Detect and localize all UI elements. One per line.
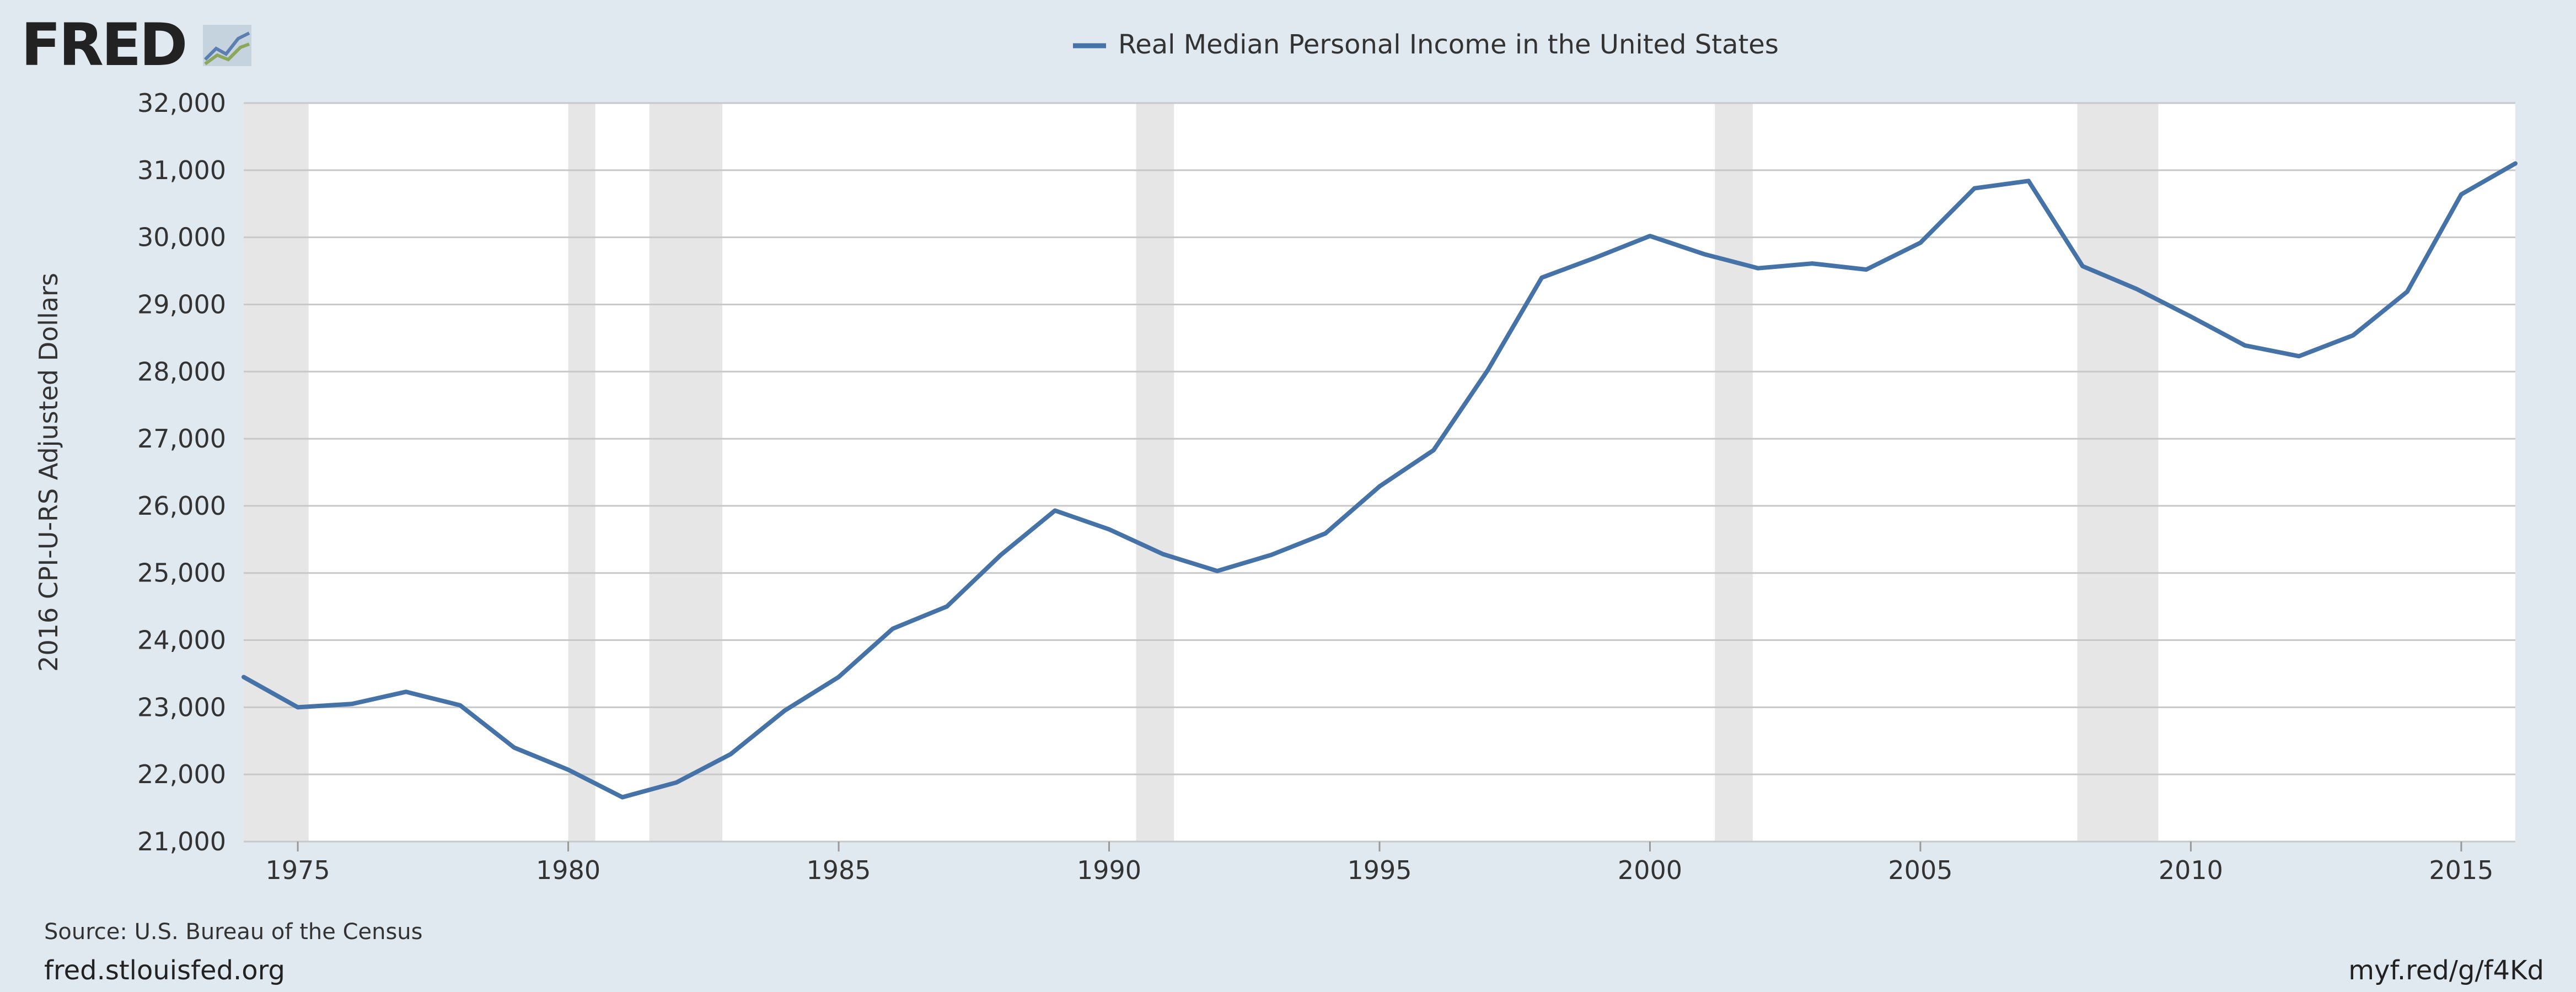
recession-band-4 (1136, 103, 1174, 842)
fred-logo-text: FRED (21, 11, 185, 79)
recession-band-2 (568, 103, 595, 842)
x-tick-label: 1995 (1347, 855, 1412, 885)
fred-logo: FRED (21, 11, 251, 79)
x-tick-label: 1980 (536, 855, 600, 885)
recession-bands (244, 103, 2159, 842)
y-tick-label: 27,000 (137, 424, 226, 454)
recession-band-5 (1715, 103, 1753, 842)
y-tick-label: 30,000 (137, 223, 226, 252)
y-tick-label: 21,000 (137, 827, 226, 856)
x-tick-label: 1990 (1077, 855, 1141, 885)
x-tick-label: 2005 (1888, 855, 1952, 885)
legend-series-label: Real Median Personal Income in the Unite… (1118, 29, 1779, 60)
y-tick-label: 22,000 (137, 759, 226, 789)
fred-logo-graph-icon (203, 25, 251, 66)
x-tick-label: 1985 (807, 855, 871, 885)
y-tick-label: 25,000 (137, 558, 226, 588)
y-axis-label: 2016 CPI-U-RS Adjusted Dollars (34, 273, 63, 672)
y-tick-label: 24,000 (137, 626, 226, 655)
source-note: Source: U.S. Bureau of the Census (44, 919, 423, 945)
grid-lines (244, 102, 2515, 843)
x-tick-label: 1975 (266, 855, 330, 885)
x-tick-label: 2010 (2159, 855, 2223, 885)
recession-band-3 (649, 103, 723, 842)
y-axis-ticks: 21,000 22,000 23,000 24,000 25,000 26,000 27,0… (137, 88, 226, 856)
series-line-1 (242, 161, 2518, 800)
y-tick-label: 28,000 (137, 357, 226, 386)
y-tick-label: 26,000 (137, 491, 226, 521)
recession-band-1 (244, 103, 309, 842)
y-tick-label: 32,000 (137, 88, 226, 118)
chart-legend: Real Median Personal Income in the Unite… (1073, 29, 1779, 60)
series-group (242, 161, 2518, 800)
short-url-link[interactable]: myf.red/g/f4Kd (2348, 955, 2544, 986)
y-tick-label: 31,000 (137, 155, 226, 185)
y-tick-label: 23,000 (137, 692, 226, 722)
site-link[interactable]: fred.stlouisfed.org (44, 955, 286, 986)
y-tick-label: 29,000 (137, 289, 226, 319)
x-tick-label: 2000 (1618, 855, 1682, 885)
recession-band-6 (2077, 103, 2159, 842)
x-tick-label: 2015 (2429, 855, 2493, 885)
x-axis-ticks: 1975 1980 1985 1990 1995 2000 2005 2010 2015 (266, 842, 2493, 885)
